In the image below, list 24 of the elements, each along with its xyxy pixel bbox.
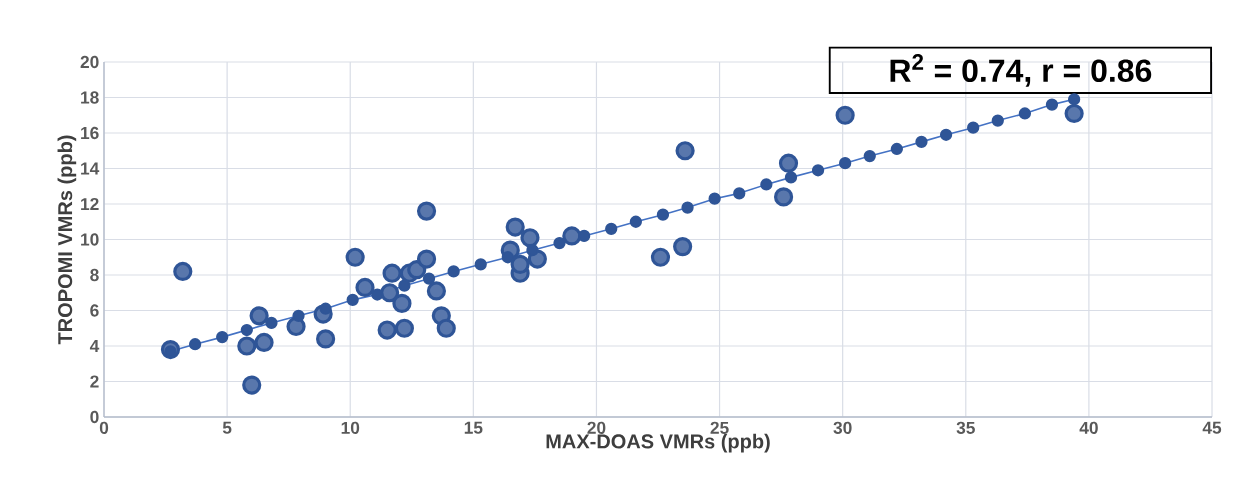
x-tick-label: 10 xyxy=(341,421,360,434)
y-tick-label: 8 xyxy=(90,268,99,282)
x-tick-label: 45 xyxy=(1202,421,1222,434)
y-tick-label: 20 xyxy=(80,55,99,69)
y-tick-label: 0 xyxy=(90,410,99,424)
y-tick-label: 10 xyxy=(81,233,99,246)
y-tick-label: 16 xyxy=(81,126,99,140)
x-tick-label: 30 xyxy=(833,421,852,434)
x-tick-label: 15 xyxy=(464,421,483,434)
y-tick-label: 18 xyxy=(81,91,99,104)
y-tick-label: 14 xyxy=(81,162,100,175)
x-tick-label: 40 xyxy=(1079,421,1098,434)
y-tick-label: 12 xyxy=(81,197,99,211)
x-tick-label: 20 xyxy=(587,421,606,434)
y-tick-label: 6 xyxy=(90,304,99,317)
x-tick-label: 25 xyxy=(710,421,729,434)
annotation: R$^{2}$ = 0.74, r = 0.86 xyxy=(890,54,1152,87)
y-tick-label: 2 xyxy=(90,375,99,388)
x-tick-label: 0 xyxy=(99,421,109,434)
x-axis-title: MAX-DOAS VMRs (ppb) xyxy=(546,433,770,453)
x-tick-label: 35 xyxy=(956,421,975,434)
y-axis-title: TROPOMI VMRs (ppb) xyxy=(57,135,77,345)
y-tick-label: 4 xyxy=(89,340,100,352)
x-tick-label: 5 xyxy=(222,421,232,434)
